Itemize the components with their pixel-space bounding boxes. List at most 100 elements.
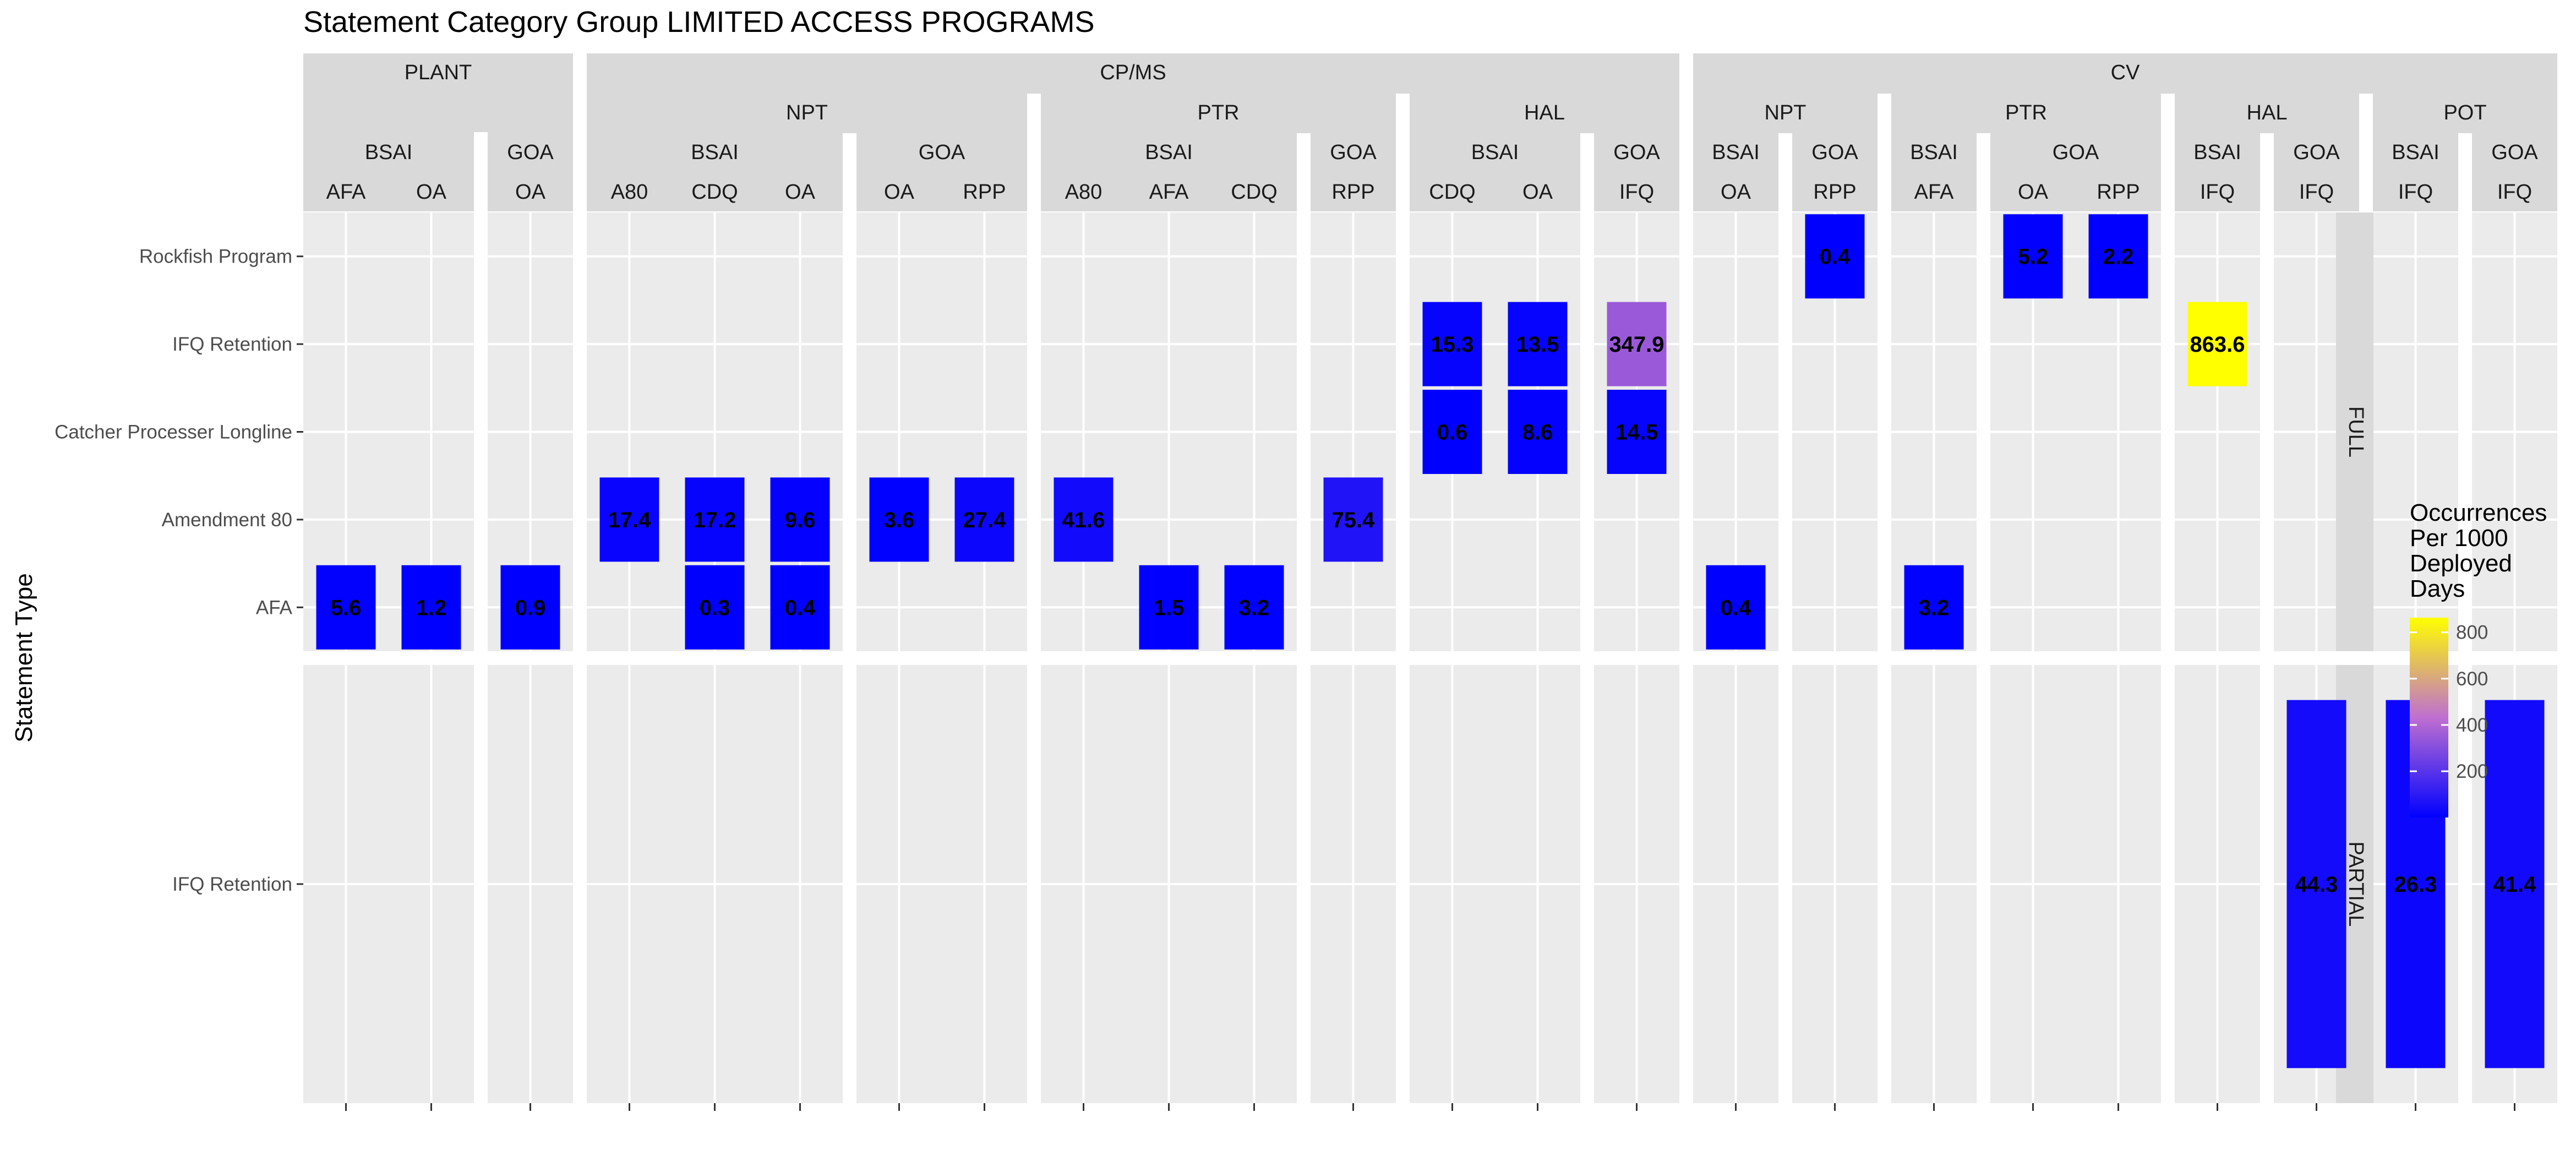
cell-value-label: 13.5 <box>1516 332 1559 357</box>
facet-strip-label: GOA <box>1613 141 1660 164</box>
x-level-label: AFA <box>326 181 366 204</box>
facet-strip-bg <box>303 53 573 211</box>
legend-tick-label: 200 <box>2456 761 2488 782</box>
y-tick-label: Amendment 80 <box>162 509 292 531</box>
strip-separator <box>1396 94 1410 212</box>
strip-separator <box>2458 133 2472 212</box>
x-level-label: A80 <box>611 181 648 204</box>
x-level-label: OA <box>515 181 546 204</box>
facet-strip-label: BSAI <box>365 141 413 164</box>
facet-strip-label: BSAI <box>1910 141 1958 164</box>
x-level-label: IFQ <box>2299 181 2334 204</box>
strip-separator <box>1027 94 1041 212</box>
legend-title-line: Per 1000 <box>2410 525 2508 552</box>
heatmap-cell <box>770 477 830 562</box>
facet-strip-label: GOA <box>1330 141 1377 164</box>
heatmap-cell <box>1323 477 1383 562</box>
facet-strip-label: NPT <box>786 101 828 124</box>
x-level-label: OA <box>1721 181 1751 204</box>
heatmap-cell <box>2003 214 2063 299</box>
strip-separator <box>2359 94 2373 212</box>
facet-strip-label: PTR <box>2005 101 2047 124</box>
heatmap-cell <box>1805 214 1865 299</box>
facet-strip-label: GOA <box>919 141 965 164</box>
cell-value-label: 0.4 <box>1820 245 1851 269</box>
heatmap-cell <box>1508 302 1568 386</box>
row-strip-label: FULL <box>2344 406 2367 457</box>
strip-separator <box>1878 94 1891 212</box>
heatmap-cell <box>1607 389 1667 475</box>
cell-value-label: 44.3 <box>2295 873 2338 897</box>
x-level-label: CDQ <box>1231 181 1277 204</box>
y-tick-label: IFQ Retention <box>172 334 292 355</box>
cell-value-label: 2.2 <box>2103 245 2134 269</box>
heatmap-cell <box>316 565 376 650</box>
facet-strip-bg <box>587 53 1679 211</box>
cell-value-label: 347.9 <box>1609 332 1664 357</box>
x-level-label: AFA <box>1149 181 1189 204</box>
cell-value-label: 8.6 <box>1522 421 1553 445</box>
cell-value-label: 3.2 <box>1919 596 1950 620</box>
heatmap-cell <box>1904 565 1964 650</box>
y-tick-label: IFQ Retention <box>172 874 292 895</box>
x-level-label: IFQ <box>2200 181 2235 204</box>
facet-strip-label: NPT <box>1765 101 1807 124</box>
heatmap-cell <box>954 477 1014 562</box>
legend-title-line: Occurrences <box>2410 499 2547 526</box>
cell-value-label: 75.4 <box>1332 508 1376 532</box>
heatmap-cell <box>1422 302 1482 386</box>
facet-strip-label: HAL <box>1524 101 1565 124</box>
x-level-label: RPP <box>1813 181 1856 204</box>
cell-value-label: 17.4 <box>608 508 652 532</box>
row-strip-label: PARTIAL <box>2344 842 2367 927</box>
x-level-label: IFQ <box>2398 181 2433 204</box>
cell-value-label: 5.2 <box>2018 245 2049 269</box>
facet-strip-label: PLANT <box>405 61 472 84</box>
facet-strip-label: BSAI <box>1712 141 1760 164</box>
facet-strip-label: BSAI <box>1471 141 1519 164</box>
facet-strip-label: CP/MS <box>1100 61 1166 84</box>
x-level-label: A80 <box>1065 181 1103 204</box>
facet-strip-bg <box>1693 53 2557 211</box>
strip-separator <box>1580 133 1594 212</box>
facet-strip-label: GOA <box>2293 141 2340 164</box>
strip-separator <box>2161 94 2175 212</box>
strip-separator <box>1778 133 1792 212</box>
facet-strip-label: BSAI <box>2392 141 2439 164</box>
facet-strip-label: GOA <box>1811 141 1858 164</box>
legend-title-line: Deployed <box>2410 550 2512 577</box>
x-level-label: OA <box>884 181 915 204</box>
x-level-label: OA <box>1522 181 1553 204</box>
cell-value-label: 1.5 <box>1154 596 1185 620</box>
heatmap-cell <box>770 565 830 650</box>
cell-value-label: 26.3 <box>2394 873 2437 897</box>
heatmap-cell <box>500 565 560 650</box>
cell-value-label: 0.4 <box>1721 596 1751 620</box>
cell-value-label: 15.3 <box>1431 332 1474 357</box>
cell-value-label: 0.4 <box>785 596 816 620</box>
y-tick-label: Rockfish Program <box>139 246 292 268</box>
x-level-label: CDQ <box>691 181 738 204</box>
facet-strip-label: BSAI <box>691 141 739 164</box>
heatmap-cell <box>2187 302 2247 386</box>
legend-tick-label: 600 <box>2456 668 2488 690</box>
heatmap-cell <box>401 565 461 650</box>
facet-strip-label: POT <box>2443 101 2486 124</box>
cell-value-label: 14.5 <box>1616 421 1658 445</box>
cell-value-label: 27.4 <box>963 508 1007 532</box>
strip-separator <box>2260 133 2274 212</box>
chart-title: Statement Category Group LIMITED ACCESS … <box>303 6 1095 39</box>
x-level-label: OA <box>2018 181 2049 204</box>
heatmap-cell <box>685 565 745 650</box>
heatmap-cell <box>1054 477 1114 562</box>
x-level-label: AFA <box>1914 181 1954 204</box>
x-level-label: OA <box>785 181 816 204</box>
cell-value-label: 863.6 <box>2190 332 2245 357</box>
cell-value-label: 0.9 <box>515 596 546 620</box>
facet-strip-label: GOA <box>2053 141 2099 164</box>
heatmap-cell <box>2485 700 2545 1068</box>
heatmap-cell <box>1508 389 1568 475</box>
cell-value-label: 3.6 <box>884 508 915 532</box>
